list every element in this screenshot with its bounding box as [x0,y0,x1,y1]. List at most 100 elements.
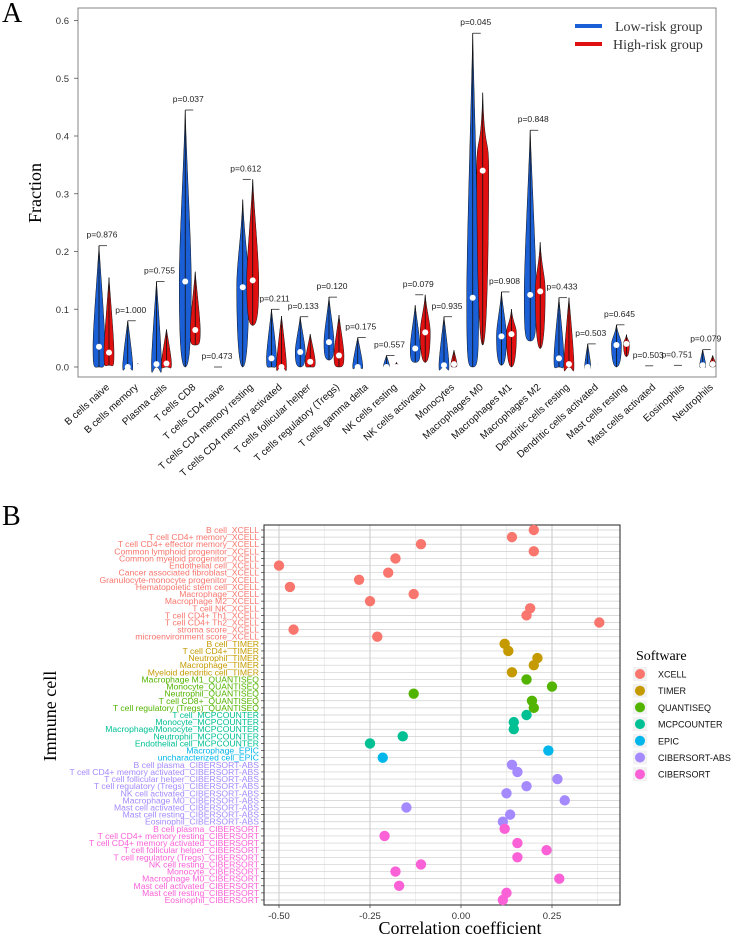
violin-median-dot [594,364,601,370]
point-cibersort-abs [552,773,563,785]
panel-b-x-axis-title: Correlation coefficient [378,918,541,938]
y-tick-label: Macrophage/Monocyte_MCPCOUNTER [105,724,259,734]
p-value-label: p=0.120 [316,281,347,291]
x-tick-label: 0.00 [452,911,471,922]
y-tick-label: Macrophage M1_QUANTISEQ [142,674,260,684]
y-tick-label: NK cell resting_CIBERSORT [149,859,260,869]
violin-median-dot [393,364,400,370]
p-value-label: p=0.133 [288,301,319,311]
y-tick-label: Cancer associated fibroblast_XCELL [119,568,260,578]
violin-median-dot [642,364,649,370]
y-tick-label: T cell_MCPCOUNTER [172,710,259,720]
y-tick-label: 0.5 [56,74,69,85]
violin-pair-nk-cells-resting: p=0.557 [374,339,405,370]
violin-median-dot [278,364,285,370]
p-value-label: p=0.175 [345,322,376,332]
x-tick-label: 0.25 [543,911,562,922]
p-value-label: p=0.908 [489,276,520,286]
y-tick-label: Macrophage_EPIC [186,746,259,756]
violin-median-dot [354,364,361,370]
violin-pair-t-cells-gamma-delta: p=0.175 [345,322,376,370]
y-tick-label: T cell CD4+ memory resting_CIBERSORT [98,831,260,841]
y-tick-label: Common lymphoid progenitor_XCELL [114,546,259,556]
point-xcell [383,567,394,578]
violin-median-dot [134,364,141,370]
violin-pair-t-cells-regulatory-tregs-: p=0.120 [316,281,348,368]
panel-b-x-axis: -0.50 -0.25 0.00 0.25 [268,905,561,922]
p-value-label: p=0.045 [460,17,491,27]
y-tick-label: Mast cell activated_CIBERSORT [134,881,260,891]
panel-a-y-axis-title: Fraction [25,163,45,223]
y-tick-label: Mast cell resting_CIBERSORT [142,888,260,898]
point-cibersort-abs [521,780,532,792]
y-tick-label: Macrophage M2_XCELL [165,596,259,606]
violin-median-dot [335,352,342,359]
p-value-label: p=0.503 [575,328,606,338]
violin-median-dot [249,277,256,284]
y-tick-label: T cell regulatory (Tregs)_CIBERSORT [114,852,260,862]
y-tick-label: 0.6 [56,16,69,27]
y-tick-label: Eosinophil_CIBERSORT-ABS [145,817,259,827]
p-value-label: p=0.211 [259,293,290,303]
y-tick-label: NK cell activated_CIBERSORT-ABS [121,788,260,798]
point-cibersort [497,894,509,906]
point-cibersort [554,873,565,884]
point-cibersort [415,859,427,870]
violin-median-dot [96,343,102,350]
point-cibersort [512,837,523,849]
violin-median-dot [537,288,544,295]
violin-median-dot [106,349,112,356]
panel-b-letter: B [2,501,21,532]
y-tick-label: Macrophage_XCELL [179,589,259,599]
violin-pair-dendritic-cells-activated: p=0.503 [575,328,606,370]
y-tick-label: 0.4 [56,132,69,143]
y-tick-label: Neutrophil_TIMER [188,653,259,663]
violin-median-dot [268,355,275,362]
violin-median-dot [364,364,371,370]
violin-pair-mast-cells-resting: p=0.645 [604,309,635,368]
point-xcell [372,631,383,642]
p-value-label: p=0.751 [661,349,692,359]
y-tick-label: T cell CD4+ Th2_XCELL [165,618,259,628]
violin-median-dot [680,364,687,370]
violin-median-dot [163,360,170,367]
y-tick-label: Mast cell activated_CIBERSORT-ABS [114,803,259,813]
point-mcpcounter [364,738,376,749]
y-tick-label: 0.1 [56,305,69,316]
y-tick-label: microenvironment score_XCELL [135,632,259,642]
violin-pair-mast-cells-activated: p=0.503 [633,350,664,370]
y-tick-label: Monocyte_CIBERSORT [167,867,260,877]
p-value-label: p=0.079 [403,279,434,289]
violin-pair-t-cells-cd8: p=0.037 [173,94,204,368]
y-tick-label: Myeloid dendritic cell_TIMER [148,667,259,677]
violin-pair-t-cells-cd4-naive: p=0.473 [202,351,233,370]
legend-swatch-quantiseq [635,702,645,713]
violin-median-dot [383,364,390,370]
violin-pair-eosinophils: p=0.751 [661,349,693,370]
point-quantiseq [528,702,539,714]
violin-pair-neutrophils: p=0.079 [690,334,721,369]
violin-median-dot [440,362,447,369]
y-tick-label: T cell CD4+ memory activated_CIBERSORT [89,838,260,848]
point-cibersort [393,880,405,891]
violin-median-dot [699,362,706,369]
point-timer [528,659,539,671]
legend-label-high-risk: High-risk group [613,38,703,53]
point-xcell [415,539,427,550]
violin-median-dot [584,364,591,370]
y-tick-label: B cell_TIMER [206,639,259,649]
violin-median-dot [670,364,677,370]
y-tick-label: T cell CD4+_TIMER [183,646,260,656]
point-xcell [408,588,419,600]
violin-pair-b-cells-memory: p=1.000 [115,305,146,371]
y-tick-label: uncharacterized cell_EPIC [158,753,259,763]
point-xcell [390,553,401,564]
violin-median-dot [210,364,217,370]
y-tick-label: Endothelial cell_MCPCOUNTER [135,738,259,748]
p-value-label: p=0.503 [633,350,664,360]
y-tick-label: Common myeloid progenitor_XCELL [119,553,259,563]
y-tick-label: Monocyte_QUANTISEQ [166,682,259,692]
